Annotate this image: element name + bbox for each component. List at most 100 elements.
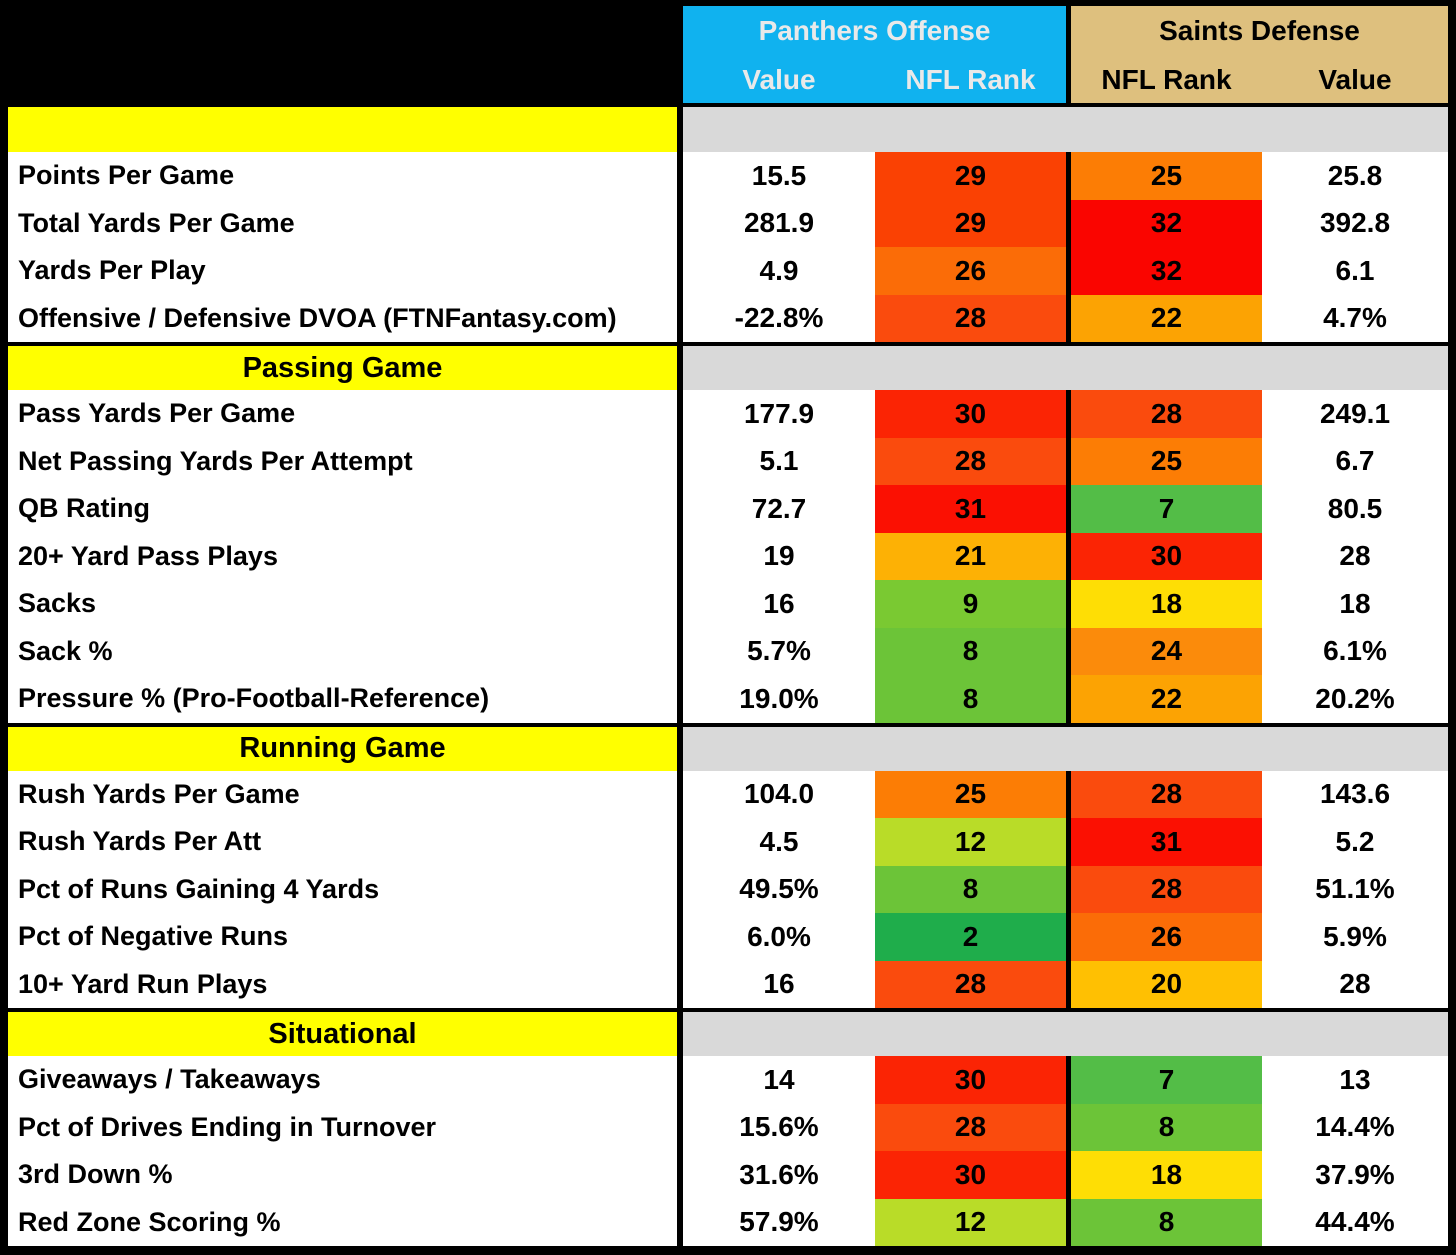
section-divider-line xyxy=(8,103,1448,107)
defense-rank-cell: 30 xyxy=(1071,532,1262,580)
defense-rank-cell: 24 xyxy=(1071,627,1262,675)
table-row: 3rd Down % 31.6% 30 18 37.9% xyxy=(8,1151,1448,1199)
offense-value-cell: 19 xyxy=(683,532,875,580)
defense-value-cell: 44.4% xyxy=(1262,1198,1448,1246)
table-row: Points Per Game 15.5 29 25 25.8 xyxy=(8,152,1448,200)
center-divider xyxy=(1066,485,1071,533)
column-divider xyxy=(677,346,683,390)
stat-label: Pct of Drives Ending in Turnover xyxy=(8,1103,677,1151)
table-row: Pct of Runs Gaining 4 Yards 49.5% 8 28 51.1% xyxy=(8,865,1448,913)
stat-label: Pct of Negative Runs xyxy=(8,913,677,961)
defense-rank-cell: 22 xyxy=(1071,675,1262,723)
offense-value-cell: 72.7 xyxy=(683,485,875,533)
defense-value-cell: 6.1 xyxy=(1262,247,1448,295)
center-divider xyxy=(1066,152,1071,200)
offense-value-cell: 16 xyxy=(683,960,875,1008)
offense-rank-cell: 12 xyxy=(875,818,1066,866)
defense-value-cell: 13 xyxy=(1262,1056,1448,1104)
offense-value-column-header: Value xyxy=(683,56,875,103)
defense-rank-cell: 32 xyxy=(1071,199,1262,247)
defense-value-cell: 4.7% xyxy=(1262,294,1448,342)
section-divider-line xyxy=(8,342,1448,346)
offense-value-cell: 14 xyxy=(683,1056,875,1104)
offense-rank-cell: 30 xyxy=(875,1056,1066,1104)
stat-label: Pressure % (Pro-Football-Reference) xyxy=(8,675,677,723)
defense-value-cell: 80.5 xyxy=(1262,485,1448,533)
header-corner xyxy=(8,6,683,56)
table-row: 10+ Yard Run Plays 16 28 20 28 xyxy=(8,960,1448,1008)
column-divider xyxy=(677,865,683,913)
table-row: Red Zone Scoring % 57.9% 12 8 44.4% xyxy=(8,1198,1448,1246)
center-divider xyxy=(1066,6,1071,56)
table-row: Pct of Drives Ending in Turnover 15.6% 28 8… xyxy=(8,1103,1448,1151)
table-row: Giveaways / Takeaways 14 30 7 13 xyxy=(8,1056,1448,1104)
section-title xyxy=(8,107,677,152)
offense-rank-cell: 8 xyxy=(875,865,1066,913)
column-divider xyxy=(677,1012,683,1056)
offense-rank-column-header: NFL Rank xyxy=(875,56,1066,103)
offense-value-cell: 4.5 xyxy=(683,818,875,866)
section-header-row xyxy=(8,107,1448,152)
defense-value-cell: 28 xyxy=(1262,960,1448,1008)
offense-rank-cell: 12 xyxy=(875,1198,1066,1246)
header-row-teams: Panthers Offense Saints Defense xyxy=(8,6,1448,56)
offense-team-header: Panthers Offense xyxy=(683,6,1066,56)
offense-rank-cell: 31 xyxy=(875,485,1066,533)
table-row: Sacks 16 9 18 18 xyxy=(8,580,1448,628)
offense-rank-cell: 8 xyxy=(875,675,1066,723)
defense-rank-cell: 32 xyxy=(1071,247,1262,295)
center-divider xyxy=(1066,199,1071,247)
center-divider xyxy=(1066,437,1071,485)
defense-rank-cell: 22 xyxy=(1071,294,1262,342)
center-divider xyxy=(1066,960,1071,1008)
defense-rank-cell: 28 xyxy=(1071,865,1262,913)
header-corner xyxy=(8,56,683,103)
stat-label: Red Zone Scoring % xyxy=(8,1198,677,1246)
offense-value-cell: 57.9% xyxy=(683,1198,875,1246)
stat-label: Giveaways / Takeaways xyxy=(8,1056,677,1104)
column-divider xyxy=(677,726,683,771)
defense-value-cell: 392.8 xyxy=(1262,199,1448,247)
defense-value-cell: 51.1% xyxy=(1262,865,1448,913)
defense-value-cell: 25.8 xyxy=(1262,152,1448,200)
column-divider xyxy=(677,294,683,342)
stat-label: Rush Yards Per Att xyxy=(8,818,677,866)
stat-label: Rush Yards Per Game xyxy=(8,770,677,818)
table-row: Pressure % (Pro-Football-Reference) 19.0%… xyxy=(8,675,1448,723)
stat-label: 10+ Yard Run Plays xyxy=(8,960,677,1008)
section-header-row: Passing Game xyxy=(8,346,1448,390)
table-row: Sack % 5.7% 8 24 6.1% xyxy=(8,627,1448,675)
defense-rank-cell: 25 xyxy=(1071,437,1262,485)
center-divider xyxy=(1066,627,1071,675)
center-divider xyxy=(1066,294,1071,342)
table-row: Yards Per Play 4.9 26 32 6.1 xyxy=(8,247,1448,295)
center-divider xyxy=(1066,818,1071,866)
center-divider xyxy=(1066,390,1071,438)
section-header-row: Situational xyxy=(8,1012,1448,1056)
column-divider xyxy=(677,485,683,533)
offense-value-cell: 177.9 xyxy=(683,390,875,438)
center-divider xyxy=(1066,247,1071,295)
header-row-columns: Value NFL Rank NFL Rank Value xyxy=(8,56,1448,103)
defense-rank-cell: 20 xyxy=(1071,960,1262,1008)
column-divider xyxy=(677,675,683,723)
center-divider xyxy=(1066,1056,1071,1104)
column-divider xyxy=(677,1198,683,1246)
column-divider xyxy=(677,913,683,961)
table-row: Pass Yards Per Game 177.9 30 28 249.1 xyxy=(8,390,1448,438)
stat-label: Offensive / Defensive DVOA (FTNFantasy.c… xyxy=(8,294,677,342)
table-row: Offensive / Defensive DVOA (FTNFantasy.c… xyxy=(8,294,1448,342)
defense-rank-cell: 8 xyxy=(1071,1198,1262,1246)
offense-rank-cell: 26 xyxy=(875,247,1066,295)
offense-value-cell: -22.8% xyxy=(683,294,875,342)
column-divider xyxy=(677,152,683,200)
section-divider-line xyxy=(8,1008,1448,1012)
center-divider xyxy=(1066,770,1071,818)
table-row: Pct of Negative Runs 6.0% 2 26 5.9% xyxy=(8,913,1448,961)
section-band xyxy=(683,726,1448,771)
defense-value-cell: 6.1% xyxy=(1262,627,1448,675)
center-divider xyxy=(1066,56,1071,103)
column-divider xyxy=(677,199,683,247)
column-divider xyxy=(677,818,683,866)
stat-label: Pct of Runs Gaining 4 Yards xyxy=(8,865,677,913)
